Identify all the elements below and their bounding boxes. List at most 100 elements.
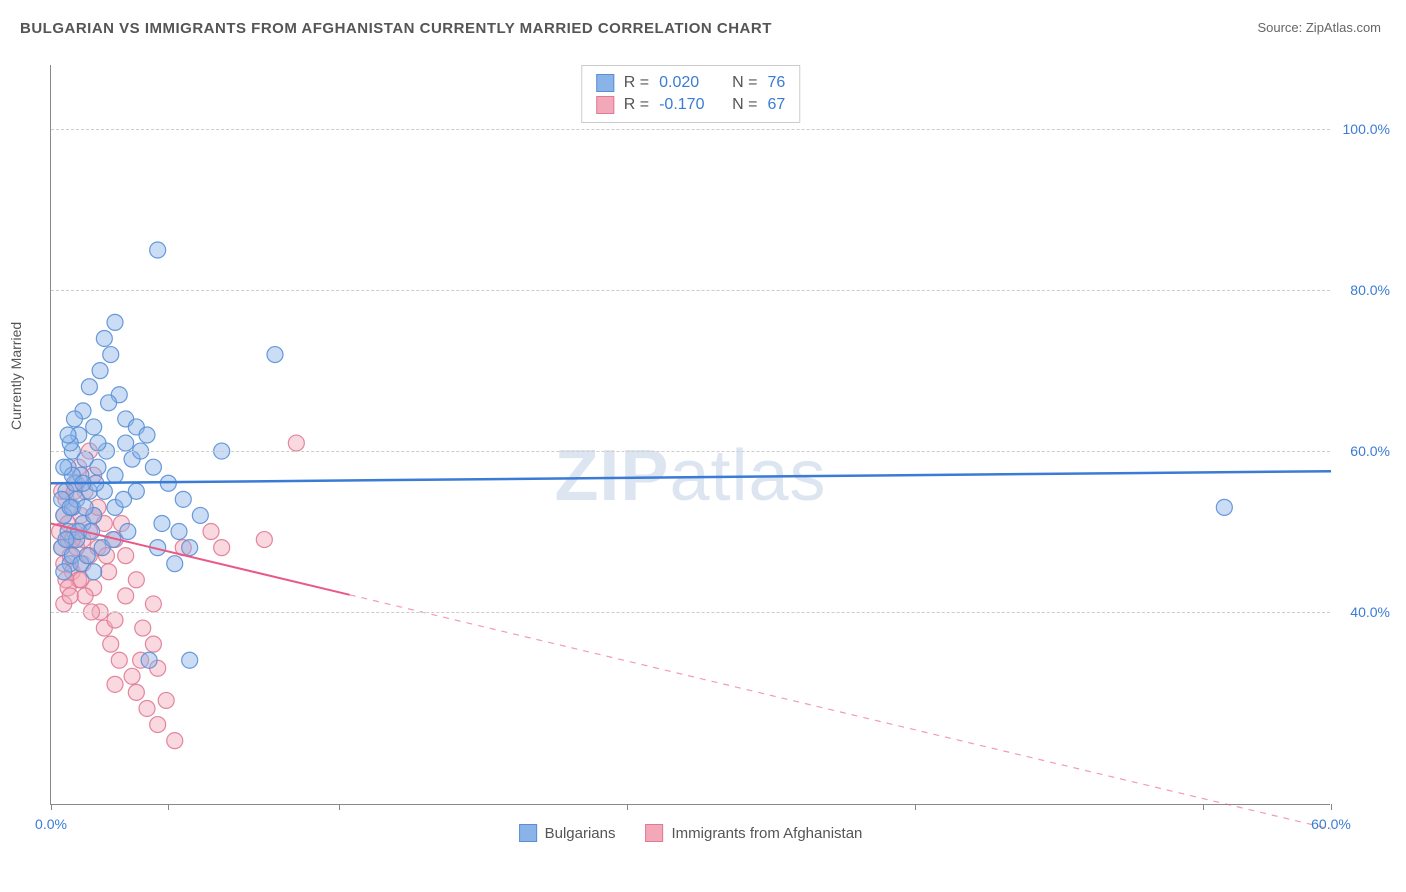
- scatter-point: [103, 347, 119, 363]
- scatter-point: [141, 652, 157, 668]
- x-tick-label: 60.0%: [1311, 816, 1351, 832]
- scatter-point: [167, 733, 183, 749]
- swatch-series-1: [596, 96, 614, 114]
- y-tick-label: 100.0%: [1335, 121, 1390, 137]
- scatter-point: [128, 572, 144, 588]
- gridline: [51, 612, 1330, 613]
- gridline: [51, 290, 1330, 291]
- n-value-1: 67: [767, 96, 785, 114]
- scatter-point: [56, 459, 72, 475]
- scatter-point: [101, 564, 117, 580]
- source-label: Source: ZipAtlas.com: [1257, 20, 1381, 35]
- gridline: [51, 451, 1330, 452]
- n-label: N =: [732, 74, 757, 92]
- r-label: R =: [624, 96, 649, 114]
- y-tick-label: 60.0%: [1335, 443, 1390, 459]
- scatter-point: [182, 652, 198, 668]
- scatter-point: [145, 636, 161, 652]
- scatter-point: [256, 532, 272, 548]
- scatter-point: [175, 491, 191, 507]
- scatter-point: [58, 532, 74, 548]
- scatter-point: [107, 314, 123, 330]
- scatter-point: [118, 435, 134, 451]
- scatter-point: [154, 515, 170, 531]
- scatter-point: [135, 620, 151, 636]
- chart-plot-area: ZIPatlas R = 0.020 N = 76 R = -0.170 N =…: [50, 65, 1330, 805]
- series-legend: Bulgarians Immigrants from Afghanistan: [519, 824, 863, 842]
- scatter-point: [90, 459, 106, 475]
- swatch-bottom-1: [645, 824, 663, 842]
- scatter-point: [77, 499, 93, 515]
- scatter-point: [62, 588, 78, 604]
- scatter-point: [118, 588, 134, 604]
- scatter-point: [56, 564, 72, 580]
- r-label: R =: [624, 74, 649, 92]
- scatter-point: [128, 684, 144, 700]
- scatter-point: [167, 556, 183, 572]
- scatter-point: [116, 491, 132, 507]
- n-label: N =: [732, 96, 757, 114]
- r-value-0: 0.020: [659, 74, 714, 92]
- x-tick: [1203, 804, 1204, 810]
- y-axis-label: Currently Married: [8, 322, 24, 430]
- scatter-point: [120, 524, 136, 540]
- scatter-point: [107, 467, 123, 483]
- scatter-point: [124, 668, 140, 684]
- chart-title: BULGARIAN VS IMMIGRANTS FROM AFGHANISTAN…: [20, 20, 772, 37]
- x-tick: [51, 804, 52, 810]
- swatch-bottom-0: [519, 824, 537, 842]
- scatter-point: [107, 676, 123, 692]
- scatter-point: [1216, 499, 1232, 515]
- legend-item-1: Immigrants from Afghanistan: [645, 824, 862, 842]
- legend-row-series-1: R = -0.170 N = 67: [596, 94, 785, 116]
- scatter-point: [107, 612, 123, 628]
- legend-item-0: Bulgarians: [519, 824, 616, 842]
- scatter-point: [96, 330, 112, 346]
- scatter-point: [86, 564, 102, 580]
- scatter-point: [145, 459, 161, 475]
- scatter-point: [79, 548, 95, 564]
- scatter-point: [60, 427, 76, 443]
- x-tick: [1331, 804, 1332, 810]
- scatter-svg: [51, 65, 1330, 804]
- scatter-point: [77, 588, 93, 604]
- legend-row-series-0: R = 0.020 N = 76: [596, 72, 785, 94]
- swatch-series-0: [596, 74, 614, 92]
- x-tick: [915, 804, 916, 810]
- y-tick-label: 80.0%: [1335, 282, 1390, 298]
- scatter-point: [171, 524, 187, 540]
- r-value-1: -0.170: [659, 96, 714, 114]
- scatter-point: [267, 347, 283, 363]
- scatter-point: [111, 652, 127, 668]
- scatter-point: [139, 700, 155, 716]
- scatter-point: [62, 499, 78, 515]
- scatter-point: [139, 427, 155, 443]
- n-value-0: 76: [767, 74, 785, 92]
- gridline: [51, 129, 1330, 130]
- scatter-point: [81, 379, 97, 395]
- scatter-point: [150, 242, 166, 258]
- y-tick-label: 40.0%: [1335, 604, 1390, 620]
- scatter-point: [150, 717, 166, 733]
- scatter-point: [103, 636, 119, 652]
- x-tick: [168, 804, 169, 810]
- scatter-point: [90, 435, 106, 451]
- legend-label-0: Bulgarians: [545, 825, 616, 842]
- x-tick-label: 0.0%: [35, 816, 67, 832]
- scatter-point: [158, 692, 174, 708]
- scatter-point: [288, 435, 304, 451]
- x-tick: [339, 804, 340, 810]
- trend-line-dashed: [350, 595, 1331, 829]
- scatter-point: [214, 540, 230, 556]
- scatter-point: [203, 524, 219, 540]
- scatter-point: [182, 540, 198, 556]
- x-tick: [627, 804, 628, 810]
- legend-label-1: Immigrants from Afghanistan: [671, 825, 862, 842]
- correlation-legend: R = 0.020 N = 76 R = -0.170 N = 67: [581, 65, 800, 123]
- scatter-point: [101, 395, 117, 411]
- scatter-point: [145, 596, 161, 612]
- scatter-point: [118, 548, 134, 564]
- scatter-point: [92, 363, 108, 379]
- scatter-point: [66, 411, 82, 427]
- trend-line-solid: [51, 471, 1331, 483]
